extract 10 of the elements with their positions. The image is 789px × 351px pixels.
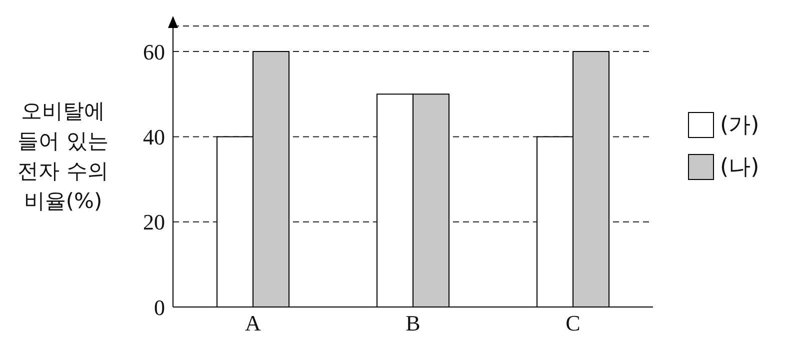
legend-label: (가) (720, 112, 760, 140)
y-axis-title: 오비탈에 들어 있는 전자 수의 비율(%) (16, 98, 110, 215)
y-tick-label: 40 (143, 124, 165, 150)
y-tick-label: 60 (143, 39, 165, 64)
x-tick-label: B (406, 310, 420, 336)
y-tick-label: 20 (143, 210, 165, 235)
x-tick-label: C (566, 310, 580, 336)
y-tick-label: 0 (154, 294, 165, 320)
x-tick-label: A (245, 310, 262, 336)
legend-label: (나) (720, 154, 760, 182)
